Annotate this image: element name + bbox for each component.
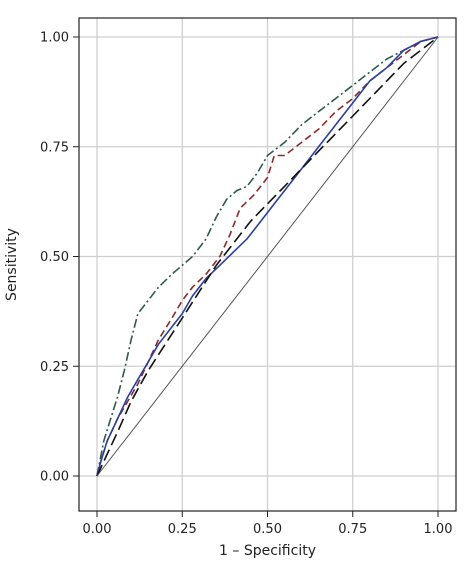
y-tick-label-3: 0.75 [40,140,69,155]
y-tick-label-1: 0.25 [40,360,69,375]
y-axis-ticks: 0.00 0.25 0.50 0.75 1.00 [40,31,79,485]
y-tick-label-0: 0.00 [40,470,69,485]
x-tick-label-0: 0.00 [83,522,112,537]
y-axis-label: Sensitivity [4,228,20,301]
series-1-dash-line [96,36,439,477]
roc-curves [96,36,439,477]
series-4-reference-line [96,36,439,477]
x-tick-label-3: 0.75 [338,522,367,537]
series-2-solid-line [96,36,439,477]
x-tick-label-4: 1.00 [424,522,453,537]
y-tick-label-2: 0.50 [40,250,69,265]
x-axis-ticks: 0.00 0.25 0.50 0.75 1.00 [83,511,453,537]
y-tick-label-4: 1.00 [40,31,69,46]
series-0-dash-dot-line [96,36,439,477]
grid-lines [79,18,456,511]
series-3-long-dash-line [96,36,439,477]
x-tick-label-2: 0.50 [253,522,282,537]
x-axis-label: 1 – Specificity [219,543,316,559]
x-tick-label-1: 0.25 [168,522,197,537]
